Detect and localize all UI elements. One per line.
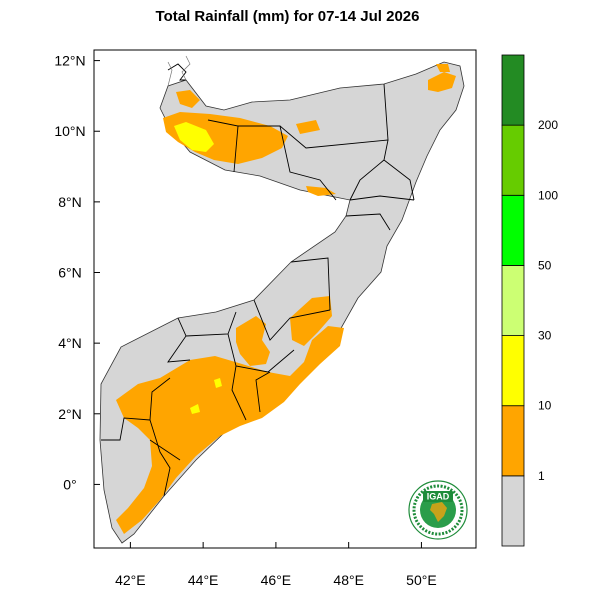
y-tick-label: 12°N (54, 53, 85, 69)
rainfall-1-10mm (116, 64, 456, 534)
colorbar-bin (501, 475, 525, 547)
country-borders (167, 55, 191, 87)
rain-central-blob-orange (236, 316, 270, 366)
colorbar-bin (501, 124, 525, 196)
map-frame (93, 49, 477, 549)
colorbar-label: 200 (538, 118, 558, 132)
x-tick-label: 46°E (261, 572, 292, 588)
x-tick-label: 42°E (115, 572, 146, 588)
y-tick-label: 10°N (54, 123, 85, 139)
igad-logo: IGAD (408, 480, 468, 540)
rain-northeast-orange (428, 72, 456, 92)
colorbar: 1 10 30 50 100 200 (501, 54, 558, 547)
rain-east-central-orange (290, 296, 332, 346)
rainfall-10-30mm (174, 122, 222, 414)
rain-east-small-orange (296, 120, 320, 134)
colorbar-label: 30 (538, 329, 552, 343)
rain-northwest-yellow (174, 122, 214, 152)
logo-banner (423, 491, 453, 502)
colorbar-label: 50 (538, 258, 552, 272)
map-title: Total Rainfall (mm) for 07-14 Jul 2026 (155, 8, 420, 25)
rain-tip-orange (436, 64, 450, 72)
x-axis: 42°E 44°E 46°E 48°E 50°E (115, 542, 437, 588)
colorbar-bin (501, 405, 525, 477)
rain-center-strip-orange (306, 186, 336, 196)
y-tick-label: 6°N (58, 265, 82, 281)
rain-south-yellow-spot (190, 404, 200, 414)
logo-leaf-ring (412, 484, 464, 536)
region-borders (101, 63, 415, 497)
colorbar-label: 1 (538, 469, 545, 483)
logo-text: IGAD (427, 492, 450, 502)
y-tick-label: 2°N (58, 406, 82, 422)
map-area (99, 55, 465, 544)
africa-map-icon (430, 502, 447, 522)
y-axis: 12°N 10°N 8°N 6°N 4°N 2°N 0° (54, 53, 100, 492)
rain-south-main-orange (116, 326, 344, 534)
y-tick-label: 8°N (58, 194, 82, 210)
colorbar-bin (501, 54, 525, 126)
y-tick-label: 0° (63, 476, 76, 492)
x-tick-label: 48°E (333, 572, 364, 588)
colorbar-bin (501, 265, 525, 336)
x-tick-label: 50°E (406, 572, 437, 588)
x-tick-label: 44°E (188, 572, 219, 588)
rain-north-coast-orange (176, 90, 200, 108)
colorbar-bin (501, 335, 525, 407)
rain-south-yellow-spot-2 (214, 378, 222, 388)
colorbar-label: 100 (538, 188, 558, 202)
y-tick-label: 4°N (58, 335, 82, 351)
rain-northwest-orange (163, 112, 288, 164)
colorbar-bin (501, 194, 525, 266)
colorbar-label: 10 (538, 399, 552, 413)
